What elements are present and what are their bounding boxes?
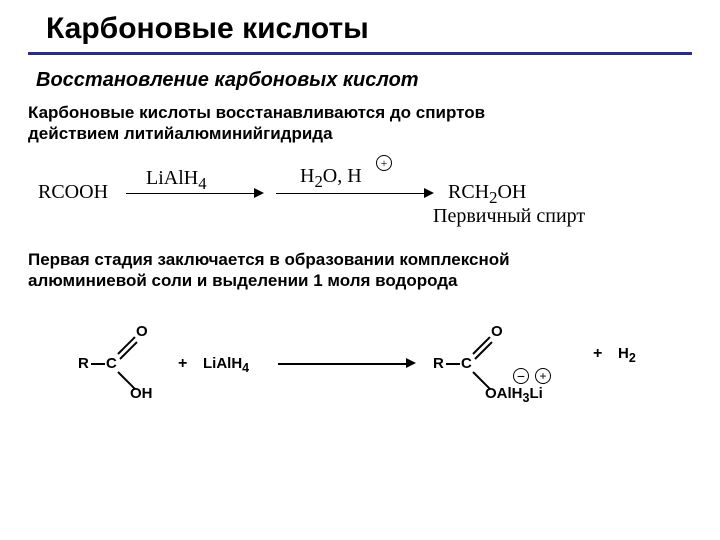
r1-reactant: RCOOH — [38, 181, 108, 204]
r2-plus-icon: + — [535, 368, 551, 384]
r2-left-c: C — [106, 355, 117, 372]
paragraph-1: Карбоновые кислоты восстанавливаются до … — [28, 102, 692, 145]
r2-right-rc-bond — [446, 363, 460, 365]
para1-l1: Карбоновые кислоты восстанавливаются до … — [28, 103, 485, 122]
r1-product-label: Первичный спирт — [433, 205, 585, 228]
title-underline — [28, 52, 692, 55]
r2-left-oh: OH — [130, 385, 153, 402]
r1-reagent1: LiAlH4 — [146, 167, 207, 194]
reaction-scheme-1: RCOOH LiAlH4 H2O, H + RCH2OH Первичный с… — [38, 159, 692, 231]
r2-arrow-head — [406, 358, 416, 368]
r2-right-c: C — [461, 355, 472, 372]
r2-arrow-line — [278, 363, 408, 365]
r1-arrow2-line — [276, 193, 426, 195]
r2-reagent: LiAlH4 — [203, 355, 249, 375]
r2-left-rc-bond — [91, 363, 105, 365]
para2-l1: Первая стадия заключается в образовании … — [28, 250, 510, 269]
reaction-scheme-2: R C O OH + LiAlH4 R C O OAlH3Li − + + — [48, 305, 692, 425]
slide-title: Карбоновые кислоты — [46, 12, 692, 46]
r2-plus1: + — [178, 355, 187, 373]
r2-left-r: R — [78, 355, 89, 372]
paragraph-2: Первая стадия заключается в образовании … — [28, 249, 692, 292]
slide-subtitle: Восстановление карбоновых кислот — [36, 69, 692, 92]
para2-l2: алюминиевой соли и выделении 1 моля водо… — [28, 271, 458, 290]
r1-product: RCH2OH — [448, 181, 526, 208]
r2-minus-icon: − — [513, 368, 529, 384]
r2-right-r: R — [433, 355, 444, 372]
r2-h2: H2 — [618, 345, 636, 365]
r2-plus2: + — [593, 345, 602, 363]
para1-l2: действием литийалюминийгидрида — [28, 124, 333, 143]
r1-arrow2-head — [424, 188, 434, 198]
r2-right-oal: OAlH3Li — [485, 385, 543, 405]
r2-right-o: O — [491, 323, 503, 340]
r1-arrow1-head — [254, 188, 264, 198]
r1-plus-icon: + — [376, 155, 392, 171]
r2-left-o: O — [136, 323, 148, 340]
r1-reagent2: H2O, H — [300, 165, 362, 192]
